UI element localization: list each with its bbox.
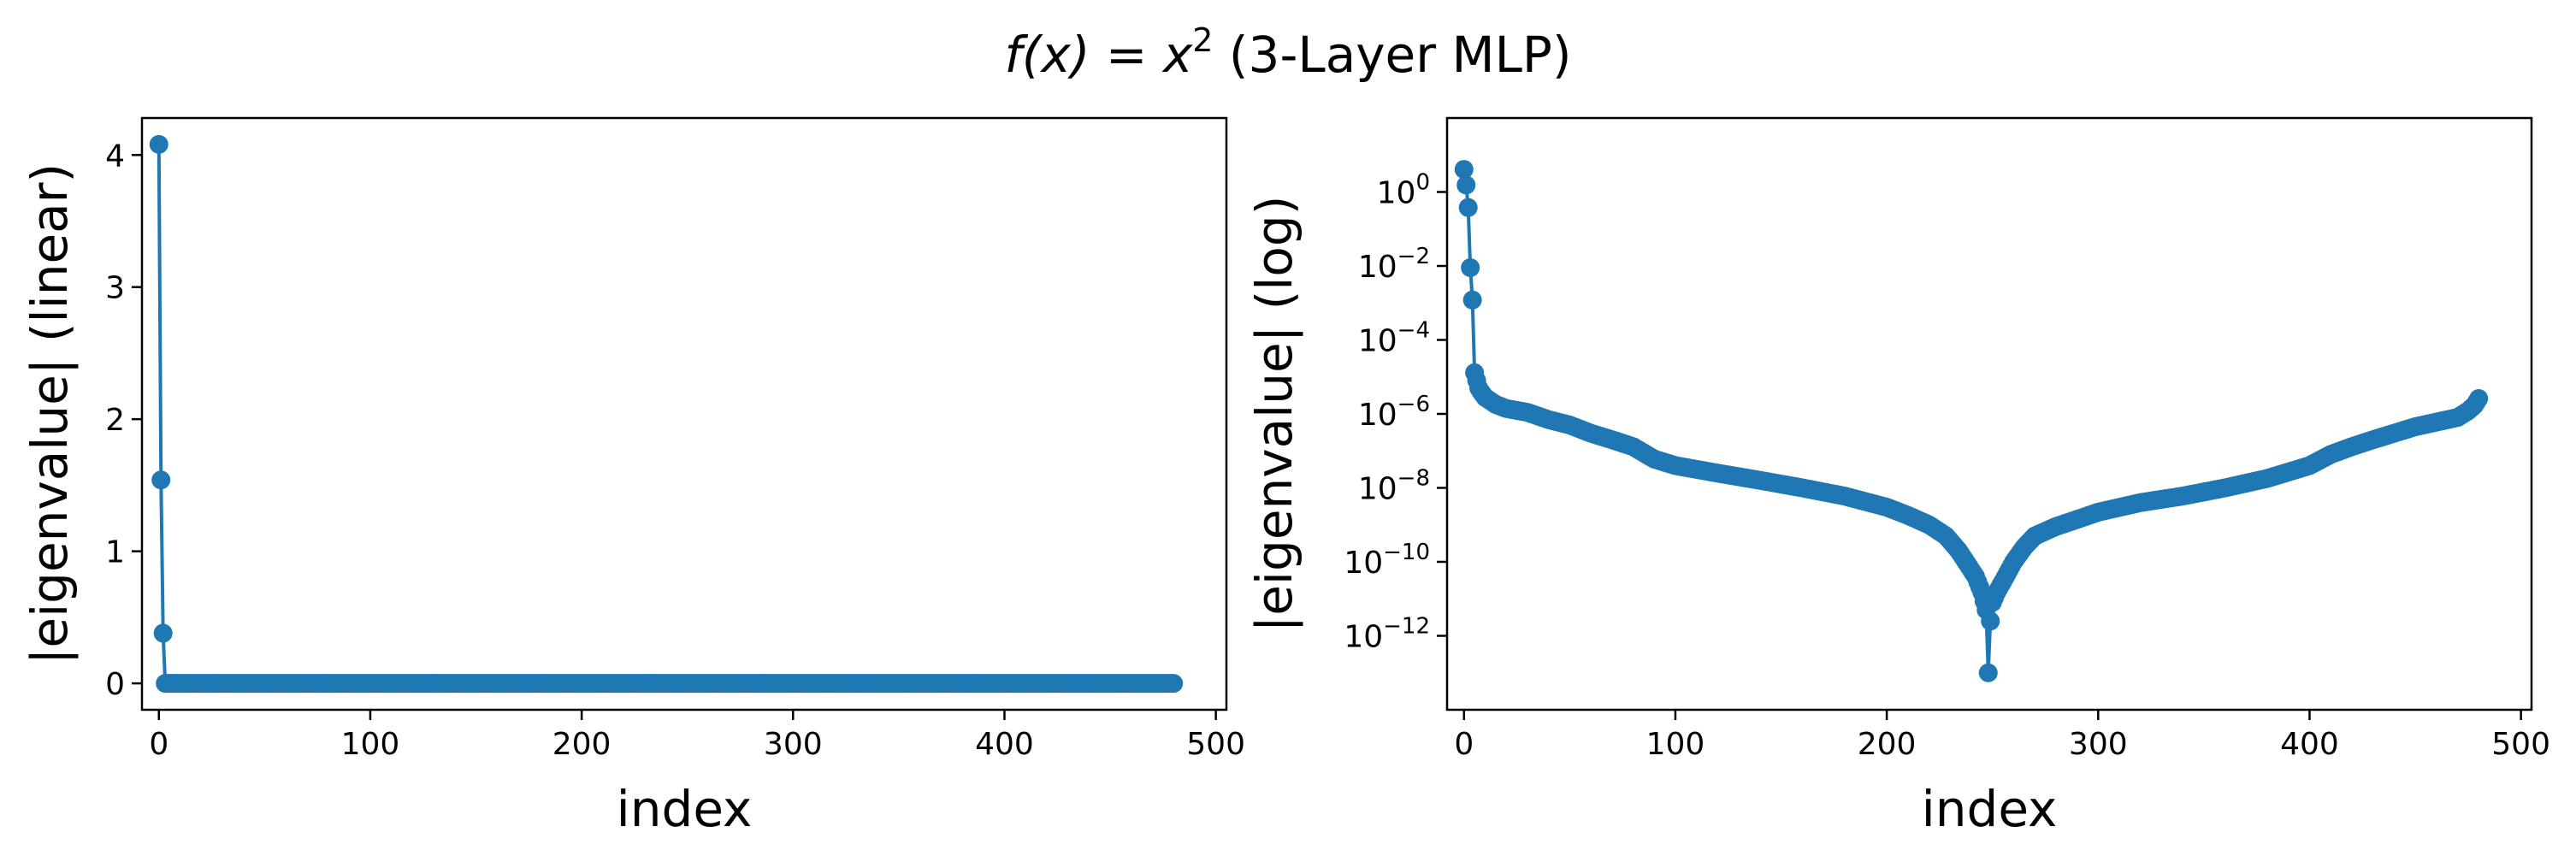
- linear-data-point: [153, 623, 173, 643]
- log-plot-area: [1454, 160, 2489, 682]
- log-y-tick-label: 10−10: [1344, 540, 1430, 581]
- linear-y-ticks: 0 1 2 3 4: [105, 139, 142, 702]
- linear-x-tick-label: 400: [975, 727, 1034, 762]
- linear-y-tick-label: 0: [105, 667, 125, 702]
- log-data-point: [1458, 198, 1478, 217]
- log-data-point: [1981, 611, 2000, 631]
- log-y-tick-label: 10−2: [1358, 244, 1430, 285]
- log-y-tick-label: 10−12: [1344, 614, 1430, 655]
- linear-data-point: [1164, 674, 1184, 694]
- log-y-tick-label: 100: [1377, 170, 1430, 211]
- log-y-ticks: 100 10−2 10−4 10−6 10−8 10−10 10−12: [1344, 170, 1447, 655]
- log-y-axis-label: |eigenvalue| (log): [1245, 196, 1303, 633]
- linear-x-tick-label: 100: [341, 727, 400, 762]
- linear-x-tick-label: 300: [764, 727, 823, 762]
- linear-x-axis-label: index: [617, 780, 753, 838]
- linear-plot-area: [149, 134, 1184, 694]
- linear-data-point: [149, 134, 168, 154]
- log-data-point: [1456, 175, 1476, 195]
- linear-x-ticks: 0 100 200 300 400 500: [149, 710, 1245, 762]
- log-data-point: [1454, 160, 1474, 180]
- linear-x-tick-label: 200: [552, 727, 612, 762]
- linear-y-axis-label: |eigenvalue| (linear): [21, 163, 79, 664]
- figure-title: f(x) = x2 (3-Layer MLP): [1005, 21, 1572, 84]
- linear-eigenvalue-panel: 0 100 200 300 400 500 0 1 2 3 4 index |eigenvalue…: [21, 116, 1245, 838]
- log-data-point: [2469, 389, 2489, 409]
- log-x-axis-label: index: [1922, 780, 2058, 838]
- linear-y-tick-label: 2: [105, 403, 125, 438]
- log-eigenvalue-panel: 0 100 200 300 400 500 100 10−2 10−4 10−6 10−8 10−1…: [1245, 116, 2550, 838]
- log-x-tick-label: 200: [1858, 727, 1917, 762]
- linear-series-line: [157, 144, 1174, 686]
- log-x-ticks: 0 100 200 300 400 500: [1454, 710, 2550, 762]
- linear-y-tick-label: 3: [105, 271, 125, 306]
- linear-y-tick-label: 1: [105, 535, 125, 570]
- linear-y-tick-label: 4: [105, 139, 125, 174]
- linear-x-tick-label: 500: [1186, 727, 1245, 762]
- figure-title-exponent: 2: [1192, 21, 1213, 59]
- log-series-line: [1462, 168, 2480, 673]
- log-x-tick-label: 500: [2491, 727, 2550, 762]
- log-x-tick-label: 100: [1646, 727, 1705, 762]
- log-data-point: [1461, 257, 1480, 277]
- log-x-tick-label: 300: [2069, 727, 2128, 762]
- log-x-tick-label: 400: [2280, 727, 2339, 762]
- log-data-point: [1462, 290, 1482, 310]
- linear-x-tick-label: 0: [149, 727, 168, 762]
- log-y-tick-label: 10−8: [1358, 466, 1430, 507]
- log-y-tick-label: 10−6: [1358, 392, 1430, 433]
- log-y-tick-label: 10−4: [1358, 318, 1430, 359]
- linear-data-point: [151, 470, 171, 490]
- figure-title-prefix: f(x) = x: [1005, 26, 1193, 84]
- log-data-point: [1978, 663, 1998, 682]
- linear-axes-frame: [140, 116, 1228, 711]
- log-x-tick-label: 0: [1454, 727, 1474, 762]
- figure-title-suffix: (3-Layer MLP): [1213, 26, 1571, 84]
